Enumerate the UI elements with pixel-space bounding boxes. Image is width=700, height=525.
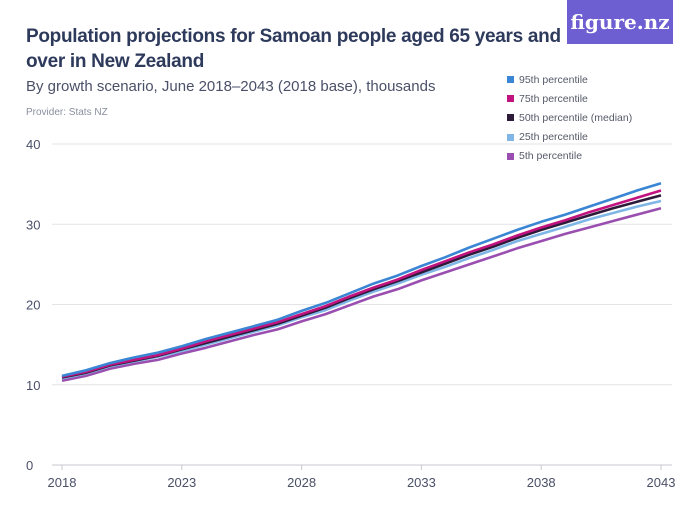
series-line-50th bbox=[61, 194, 662, 379]
x-tick-label: 2043 bbox=[647, 475, 676, 490]
x-tick-label: 2023 bbox=[167, 475, 196, 490]
legend-swatch bbox=[507, 133, 514, 141]
provider: Provider: Stats NZ bbox=[26, 107, 108, 118]
y-tick-label: 30 bbox=[26, 217, 40, 232]
legend-label: 50th percentile (median) bbox=[519, 111, 633, 124]
legend-item: 5th percentile bbox=[507, 147, 632, 166]
legend-label: 25th percentile bbox=[519, 131, 588, 144]
series-line-5th bbox=[61, 206, 662, 382]
legend-item: 95th percentile bbox=[507, 70, 632, 89]
series-line-75th bbox=[61, 189, 662, 378]
chart-subtitle: By growth scenario, June 2018–2043 (2018… bbox=[26, 78, 436, 95]
y-tick-label: 10 bbox=[26, 378, 40, 393]
series-line-95th bbox=[61, 182, 662, 378]
legend-label: 5th percentile bbox=[519, 150, 583, 163]
legend-swatch bbox=[507, 152, 514, 160]
y-tick-label: 0 bbox=[26, 458, 33, 473]
legend-swatch bbox=[507, 76, 514, 84]
legend-item: 50th percentile (median) bbox=[507, 108, 632, 127]
x-tick-label: 2028 bbox=[287, 475, 316, 490]
x-tick-label: 2038 bbox=[527, 475, 556, 490]
legend-swatch bbox=[507, 114, 514, 122]
y-tick-label: 40 bbox=[26, 137, 40, 152]
figure-nz-logo[interactable]: figure.nz bbox=[567, 0, 673, 44]
legend-item: 75th percentile bbox=[507, 89, 632, 108]
chart-title: Population projections for Samoan people… bbox=[26, 26, 561, 72]
legend-item: 25th percentile bbox=[507, 128, 632, 147]
legend-swatch bbox=[507, 95, 514, 103]
legend: 95th percentile 75th percentile 50th perce… bbox=[507, 70, 632, 166]
x-tick-label: 2018 bbox=[48, 475, 77, 490]
legend-label: 95th percentile bbox=[519, 73, 588, 86]
y-tick-label: 20 bbox=[26, 298, 40, 313]
legend-label: 75th percentile bbox=[519, 92, 588, 105]
x-tick-label: 2033 bbox=[407, 475, 436, 490]
